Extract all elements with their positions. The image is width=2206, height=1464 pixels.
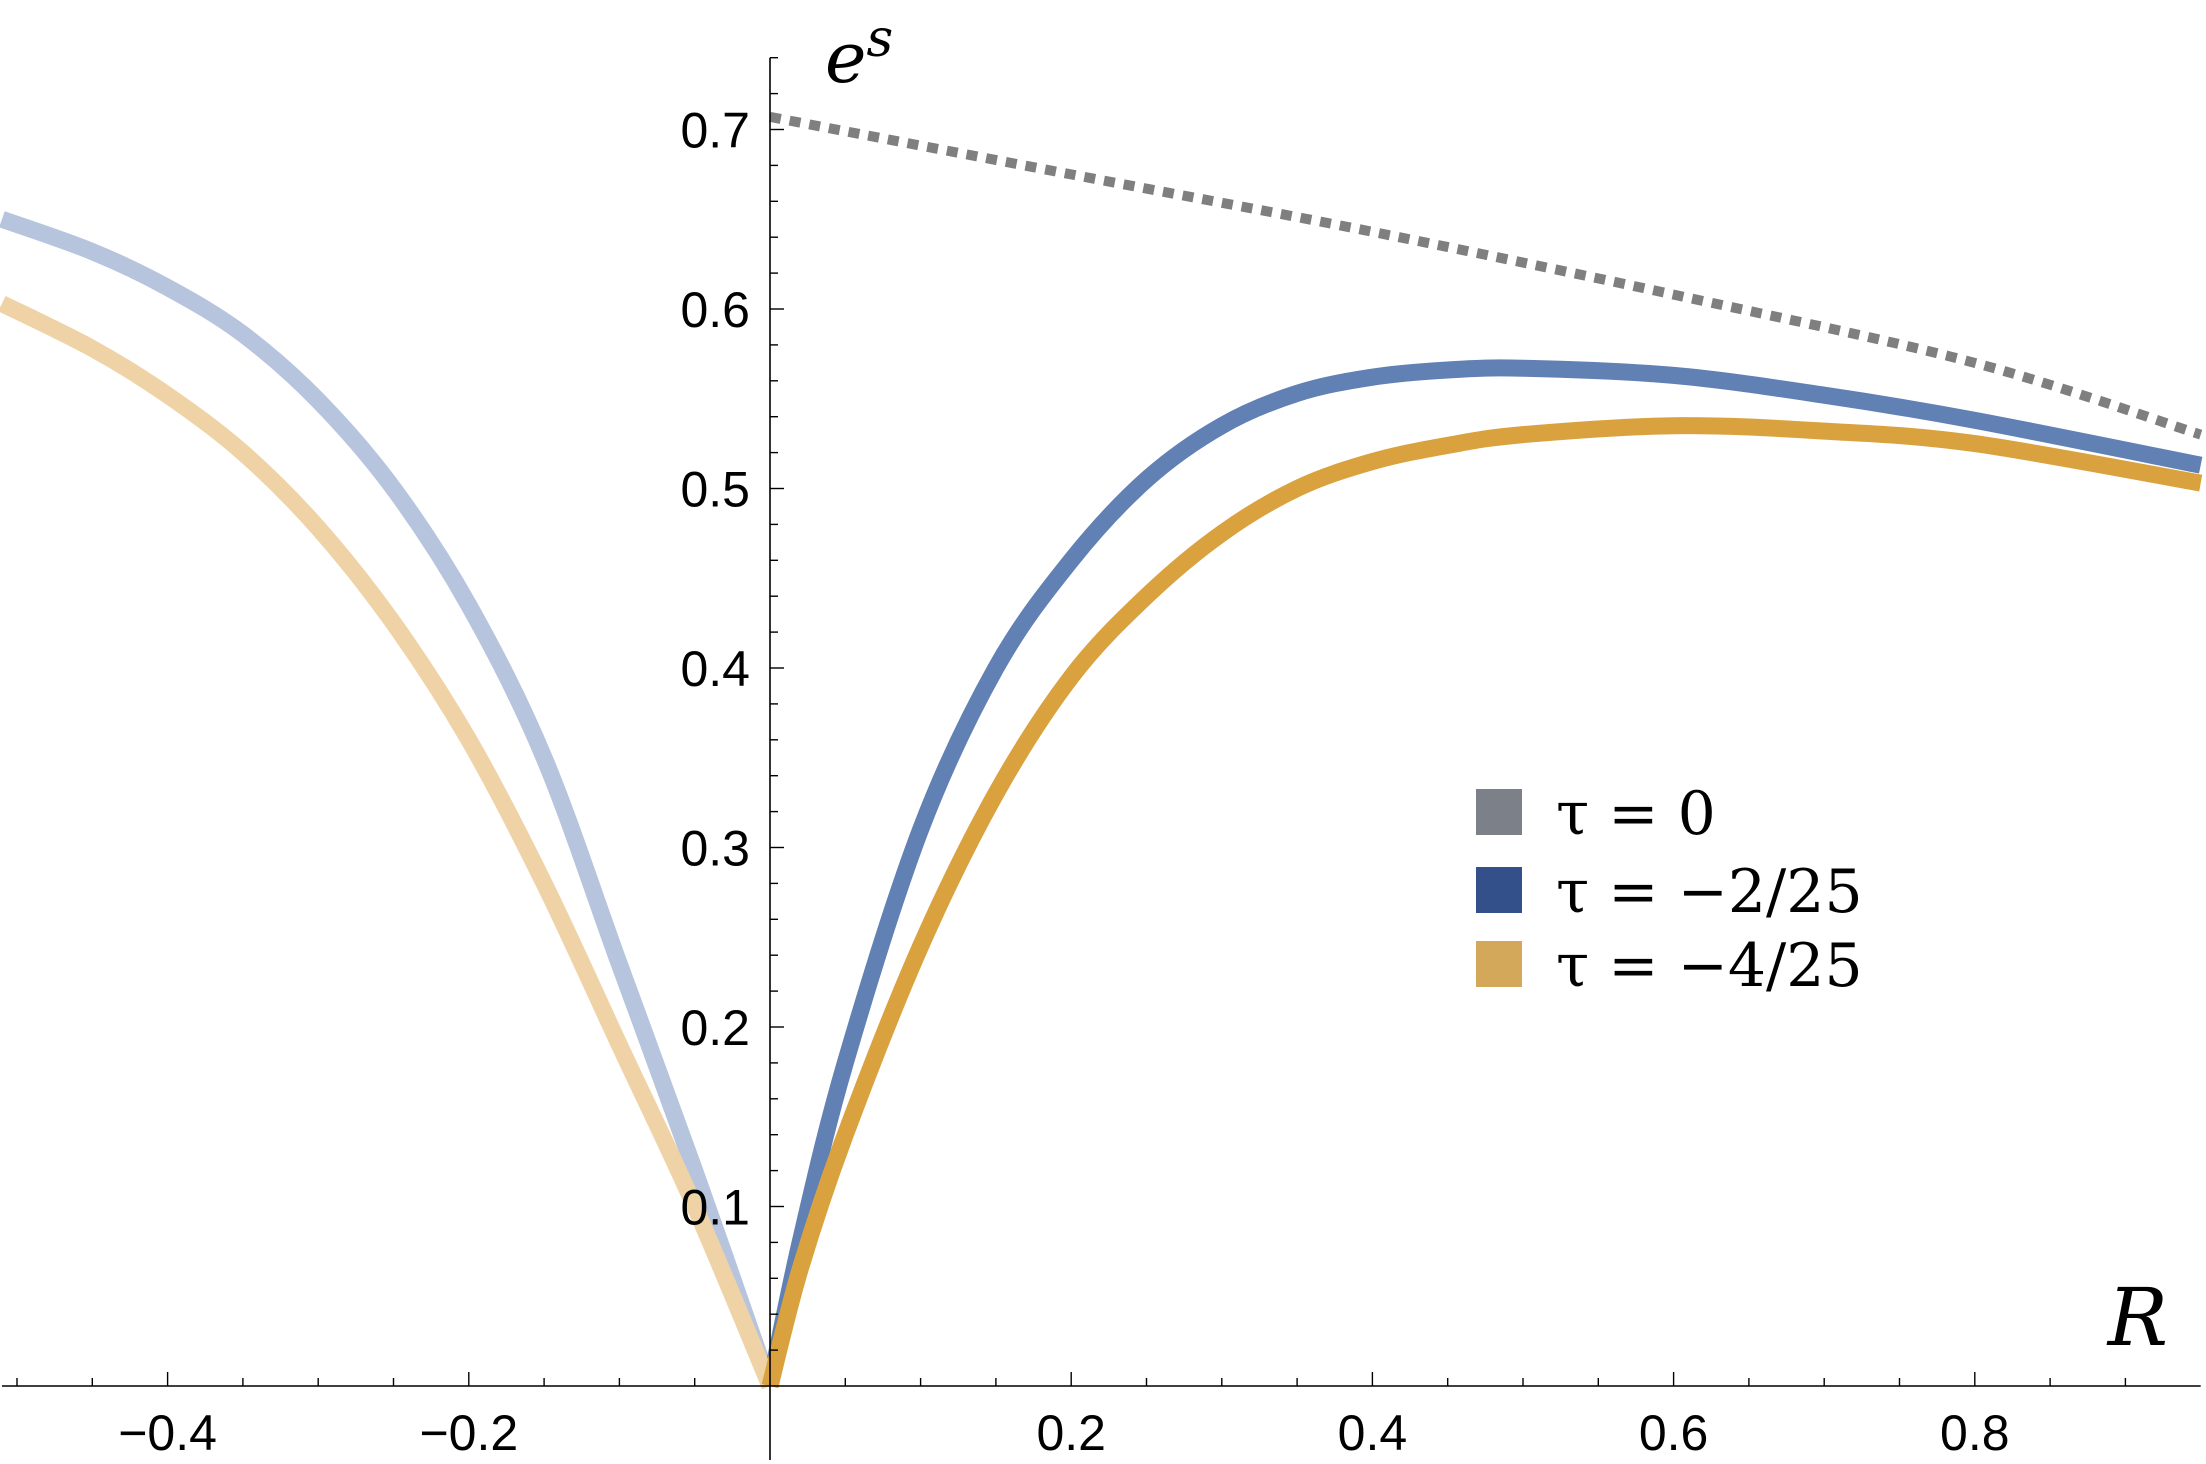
series-line-tau-2-25-negative (0, 211, 779, 1389)
y-tick-label: 0.2 (680, 1000, 750, 1056)
series-line-tau-0 (769, 111, 2203, 440)
legend-swatch (1476, 867, 1522, 913)
y-tick-label: 0.4 (680, 641, 750, 697)
series-layer (0, 111, 2203, 1390)
series-line-tau-4-25-negative (0, 295, 778, 1390)
x-tick-label: 0.6 (1639, 1405, 1709, 1461)
x-tick-label: 0.2 (1036, 1405, 1106, 1461)
legend-swatch (1476, 789, 1522, 835)
series-line-tau-2-25-positive (761, 359, 2203, 1388)
x-tick-label: 0.8 (1940, 1405, 2010, 1461)
y-tick-label: 0.6 (680, 282, 750, 338)
legend-item: τ = −4/25 (1476, 931, 1863, 1001)
legend-label: τ = 0 (1556, 779, 1716, 849)
legend-label: τ = −2/25 (1556, 857, 1863, 927)
legend-item: τ = 0 (1476, 779, 1716, 849)
y-axis-label-superscript: s (866, 9, 893, 69)
series-line-tau-4-25-positive (761, 417, 2203, 1389)
y-tick-label: 0.7 (680, 103, 750, 159)
legend-swatch (1476, 941, 1522, 987)
x-tick-label: 0.4 (1338, 1405, 1408, 1461)
legend: τ = 0 τ = −2/25 τ = −4/25 (1476, 779, 1863, 1001)
legend-label: τ = −4/25 (1556, 931, 1863, 1001)
axes (1, 57, 2201, 1460)
y-tick-label: 0.1 (680, 1180, 750, 1236)
x-tick-label: −0.4 (118, 1405, 217, 1461)
y-tick-label: 0.5 (680, 462, 750, 518)
ticks: −0.4 −0.2 0.2 0.4 0.6 0.8 0.1 0.2 0.3 0.4 0.5 0.6 0.… (16, 57, 2127, 1461)
x-tick-label: −0.2 (419, 1405, 518, 1461)
x-axis-label: R (2106, 1271, 2168, 1364)
legend-item: τ = −2/25 (1476, 857, 1863, 927)
y-tick-label: 0.3 (680, 821, 750, 877)
y-axis-label: es (825, 9, 893, 99)
y-axis-label-base: e (825, 17, 866, 99)
